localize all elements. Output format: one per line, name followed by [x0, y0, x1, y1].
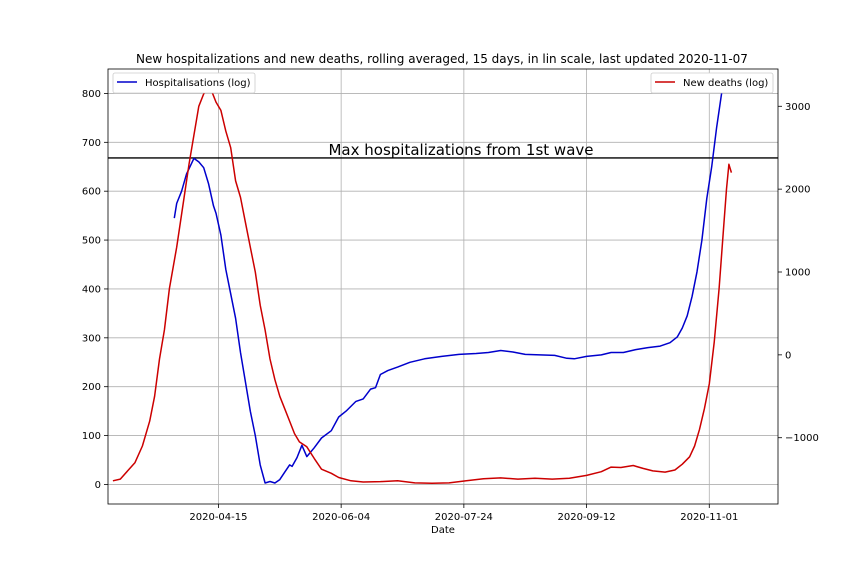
chart-title: New hospitalizations and new deaths, rol… [136, 52, 748, 66]
right-y-tick-label: −1000 [785, 433, 819, 444]
legend-box-right [650, 72, 774, 94]
left-y-tick-label: 700 [82, 138, 101, 149]
x-tick-label: 2020-09-12 [558, 512, 616, 523]
x-tick-label: 2020-06-04 [312, 512, 370, 523]
left-y-axis: 0 100 200 300 400 500 600 700 800 [82, 89, 108, 491]
left-y-tick-label: 500 [82, 236, 101, 247]
right-y-tick-label: 1000 [785, 268, 810, 279]
left-y-tick-label: 400 [82, 284, 101, 295]
series-lines [112, 83, 733, 485]
legend-box-left [112, 72, 256, 94]
legend-hospitalisations: Hospitalisations (log) [112, 72, 256, 94]
right-y-tick-label: 3000 [785, 102, 810, 113]
x-axis-label: Date [431, 525, 455, 536]
plot-frame [107, 68, 779, 505]
new-deaths-line [112, 86, 733, 485]
left-y-tick-label: 100 [82, 431, 101, 442]
left-y-tick-label: 0 [95, 480, 101, 491]
x-tick-label: 2020-11-01 [680, 512, 738, 523]
x-tick-label: 2020-04-15 [189, 512, 247, 523]
legend-label-new-deaths: New deaths (log) [683, 78, 768, 89]
x-tick-label: 2020-07-24 [435, 512, 493, 523]
legend-label-hospitalisations: Hospitalisations (log) [145, 78, 251, 89]
left-y-tick-label: 300 [82, 333, 101, 344]
hospitalisations-line [173, 83, 730, 484]
right-y-tick-label: 0 [785, 350, 791, 361]
legend-new-deaths: New deaths (log) [650, 72, 774, 94]
annotation: Max hospitalizations from 1st wave [108, 141, 778, 159]
left-y-tick-label: 800 [82, 89, 101, 100]
right-y-axis: −1000 0 1000 2000 3000 [778, 102, 819, 444]
right-y-tick-label: 2000 [785, 185, 810, 196]
annotation-text: Max hospitalizations from 1st wave [328, 141, 593, 159]
left-y-tick-label: 200 [82, 382, 101, 393]
grid-lines [108, 69, 778, 504]
x-axis: 2020-04-15 2020-06-04 2020-07-24 2020-09-12… [189, 504, 738, 523]
left-y-tick-label: 600 [82, 187, 101, 198]
